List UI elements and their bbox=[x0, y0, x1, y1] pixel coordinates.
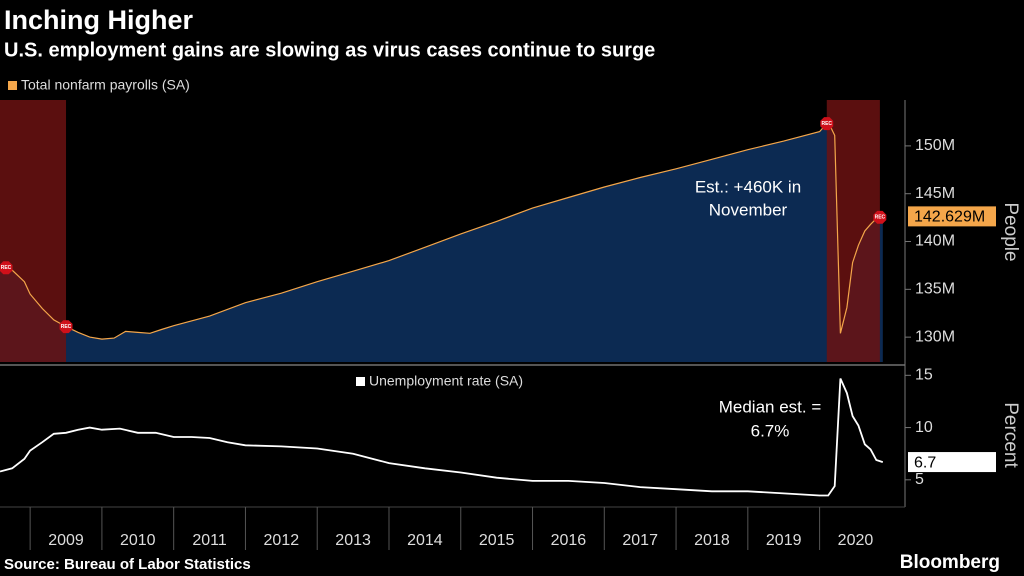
y-tick-label: 140M bbox=[915, 233, 955, 250]
y-axis-label: People bbox=[1000, 202, 1021, 261]
y-axis-label: Percent bbox=[1000, 402, 1021, 468]
x-tick-label: 2009 bbox=[48, 532, 84, 549]
x-tick-label: 2015 bbox=[479, 532, 515, 549]
recession-marker-label: REC bbox=[875, 215, 886, 221]
x-tick-label: 2016 bbox=[551, 532, 587, 549]
subtitle: U.S. employment gains are slowing as vir… bbox=[4, 39, 655, 61]
legend-label: Total nonfarm payrolls (SA) bbox=[21, 77, 190, 93]
legend-swatch bbox=[8, 81, 17, 90]
x-tick-label: 2018 bbox=[694, 532, 730, 549]
brand: Bloomberg bbox=[900, 552, 1000, 573]
recession-marker-label: REC bbox=[1, 265, 12, 271]
recession-marker: REC bbox=[59, 320, 73, 334]
value-label: 6.7 bbox=[914, 454, 936, 471]
title: Inching Higher bbox=[4, 5, 193, 35]
x-tick-label: 2012 bbox=[264, 532, 300, 549]
value-label-box bbox=[908, 452, 996, 473]
recession-marker-label: REC bbox=[821, 121, 832, 127]
recession-band bbox=[0, 100, 67, 362]
source: Source: Bureau of Labor Statistics bbox=[4, 556, 251, 573]
x-tick-label: 2017 bbox=[622, 532, 658, 549]
x-tick-label: 2014 bbox=[407, 532, 443, 549]
annotation: Est.: +460K in bbox=[695, 177, 801, 196]
annotation: November bbox=[709, 200, 788, 219]
recession-marker-shape bbox=[59, 320, 73, 334]
y-tick-label: 135M bbox=[915, 281, 955, 298]
annotation: Median est. = bbox=[719, 397, 822, 416]
recession-marker-shape bbox=[0, 261, 13, 275]
y-tick-label: 145M bbox=[915, 185, 955, 202]
value-label-box bbox=[908, 206, 996, 227]
annotation: 6.7% bbox=[751, 421, 790, 440]
y-tick-label: 10 bbox=[915, 419, 933, 436]
y-tick-label: 150M bbox=[915, 137, 955, 154]
legend-swatch bbox=[356, 377, 365, 386]
x-tick-label: 2011 bbox=[192, 532, 227, 549]
y-tick-label: 15 bbox=[915, 367, 933, 384]
recession-marker-label: REC bbox=[61, 324, 72, 330]
recession-marker: REC bbox=[873, 210, 887, 224]
value-label: 142.629M bbox=[914, 209, 985, 226]
x-tick-label: 2019 bbox=[766, 532, 802, 549]
legend-background bbox=[350, 371, 554, 393]
series-line bbox=[0, 378, 884, 497]
recession-marker-shape bbox=[873, 210, 887, 224]
x-tick-label: 2013 bbox=[335, 532, 371, 549]
y-tick-label: 130M bbox=[915, 328, 955, 345]
x-tick-label: 2020 bbox=[838, 532, 874, 549]
series-line bbox=[0, 120, 883, 340]
recession-marker: REC bbox=[0, 261, 13, 275]
x-tick-label: 2010 bbox=[120, 532, 156, 549]
recession-marker-shape bbox=[820, 117, 834, 131]
y-tick-label: 5 bbox=[915, 471, 924, 488]
area-fill bbox=[0, 122, 883, 362]
recession-band bbox=[826, 100, 880, 362]
legend-label: Unemployment rate (SA) bbox=[369, 373, 523, 389]
recession-marker: REC bbox=[820, 117, 834, 131]
